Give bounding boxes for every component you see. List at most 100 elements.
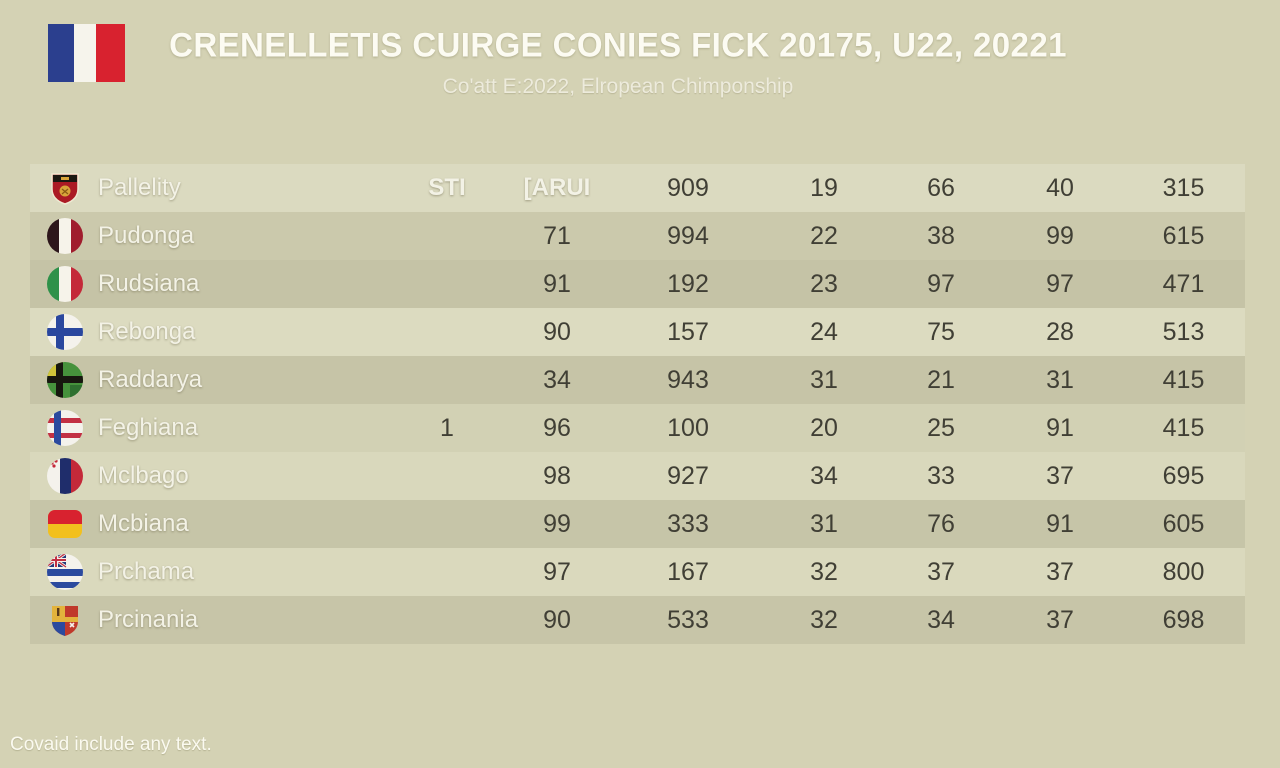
white-blue-red-tricolor-flag-icon xyxy=(46,457,84,495)
cell-value: 91 xyxy=(1046,413,1074,442)
team-name: Prchama xyxy=(98,558,195,585)
team-cell: Mclbago xyxy=(30,457,392,495)
quartered-crest-shield-icon xyxy=(46,601,84,639)
cell-value: 37 xyxy=(1046,461,1074,490)
cell-value: 37 xyxy=(927,557,955,586)
white-blue-red-cross-flag-icon xyxy=(46,409,84,447)
cell-value: 99 xyxy=(1046,221,1074,250)
team-cell: Rebonga xyxy=(30,313,392,351)
cell-value: 96 xyxy=(543,413,571,442)
cell-value: 471 xyxy=(1162,269,1205,298)
green-black-cross-flag-icon xyxy=(46,361,84,399)
cell-value: 75 xyxy=(927,317,955,346)
cell-value: 533 xyxy=(667,605,709,634)
cell-value: 994 xyxy=(667,221,709,250)
cell-value: 19 xyxy=(810,173,838,202)
cell-value: 76 xyxy=(927,509,955,538)
cell-sti-label: STI xyxy=(428,174,466,201)
cell-value: 32 xyxy=(810,557,838,586)
cell-value: 23 xyxy=(810,269,838,298)
cell-value: 98 xyxy=(543,461,571,490)
team-name: Rebonga xyxy=(98,318,196,345)
cell-value: 91 xyxy=(543,269,571,298)
team-name: Rudsiana xyxy=(98,270,200,297)
table-row: Mclbago 98 927 34 33 37 695 xyxy=(30,452,1245,500)
cell-value: 37 xyxy=(1046,557,1074,586)
cell-value: 605 xyxy=(1162,509,1205,538)
table-row: Rudsiana 91 192 23 97 97 471 xyxy=(30,260,1245,308)
team-cell: Feghiana xyxy=(30,409,392,447)
cell-value: 927 xyxy=(667,461,709,490)
cell-value: 315 xyxy=(1162,173,1205,202)
team-cell: Prchama xyxy=(30,553,392,591)
team-cell: Pallelity xyxy=(30,169,392,207)
cell-value: 66 xyxy=(927,173,955,202)
cell-value: 40 xyxy=(1046,173,1074,202)
red-crest-shield-icon xyxy=(46,169,84,207)
team-name: Mclbago xyxy=(98,462,189,489)
page-subtitle: Co'att E:2022, Elropean Chimponship xyxy=(442,75,794,98)
table-row: Prcinania 90 533 32 34 37 698 xyxy=(30,596,1245,644)
cell-value: 34 xyxy=(543,365,571,394)
table-row: Rebonga 90 157 24 75 28 513 xyxy=(30,308,1245,356)
table-row: Pudonga 71 994 22 38 99 615 xyxy=(30,212,1245,260)
cell-value: 97 xyxy=(543,557,571,586)
table-row: Prchama 97 167 32 37 37 800 xyxy=(30,548,1245,596)
cell-value: 1 xyxy=(440,413,454,442)
cell-value: 33 xyxy=(927,461,955,490)
cell-value: 333 xyxy=(667,509,709,538)
standings-table: Pallelity STI [ARUI 909 19 66 40 315 Pud… xyxy=(30,164,1245,644)
table-row: Raddarya 34 943 31 21 31 415 xyxy=(30,356,1245,404)
cell-arui-label: [ARUI xyxy=(523,174,591,201)
cell-value: 513 xyxy=(1162,317,1205,346)
cell-value: 71 xyxy=(543,221,571,250)
cell-value: 25 xyxy=(927,413,955,442)
table-row: Mcbiana 99 333 31 76 91 605 xyxy=(30,500,1245,548)
team-name: Feghiana xyxy=(98,414,199,441)
cell-value: 100 xyxy=(667,413,709,442)
team-name: Pudonga xyxy=(98,222,195,249)
table-row: Feghiana 1 96 100 20 25 91 415 xyxy=(30,404,1245,452)
cell-value: 192 xyxy=(667,269,709,298)
page-header: CRENELLETIS CUIRGE CONIES FICK 20175, U2… xyxy=(0,0,1280,150)
title-block: CRENELLETIS CUIRGE CONIES FICK 20175, U2… xyxy=(0,25,1236,99)
team-cell: Raddarya xyxy=(30,361,392,399)
cell-value: 615 xyxy=(1162,221,1205,250)
team-name: Pallelity xyxy=(98,174,181,201)
footer-note: Covaid include any text. xyxy=(10,734,212,755)
team-name: Mcbiana xyxy=(98,510,189,537)
team-name: Raddarya xyxy=(98,366,203,393)
page-title: CRENELLETIS CUIRGE CONIES FICK 20175, U2… xyxy=(169,25,1067,64)
cell-value: 28 xyxy=(1046,317,1074,346)
cell-value: 34 xyxy=(927,605,955,634)
cell-value: 21 xyxy=(927,365,955,394)
cell-value: 943 xyxy=(667,365,709,394)
team-cell: Mcbiana xyxy=(30,505,392,543)
team-cell: Pudonga xyxy=(30,217,392,255)
finland-cross-flag-icon xyxy=(46,313,84,351)
cell-value: 38 xyxy=(927,221,955,250)
cell-value: 415 xyxy=(1162,413,1205,442)
cell-value: 32 xyxy=(810,605,838,634)
cell-value: 91 xyxy=(1046,509,1074,538)
cell-value: 31 xyxy=(810,509,838,538)
dark-tricolor-flag-icon xyxy=(46,217,84,255)
cell-value: 909 xyxy=(667,173,709,202)
cell-value: 20 xyxy=(810,413,838,442)
cell-value: 90 xyxy=(543,317,571,346)
cell-value: 34 xyxy=(810,461,838,490)
union-jack-ensign-flag-icon xyxy=(46,553,84,591)
cell-value: 415 xyxy=(1162,365,1205,394)
cell-value: 695 xyxy=(1162,461,1205,490)
cell-value: 22 xyxy=(810,221,838,250)
team-cell: Prcinania xyxy=(30,601,392,639)
team-cell: Rudsiana xyxy=(30,265,392,303)
cell-value: 157 xyxy=(667,317,709,346)
cell-value: 97 xyxy=(927,269,955,298)
cell-value: 90 xyxy=(543,605,571,634)
cell-value: 97 xyxy=(1046,269,1074,298)
red-yellow-bicolor-flag-icon xyxy=(46,505,84,543)
cell-value: 800 xyxy=(1162,557,1205,586)
cell-value: 167 xyxy=(667,557,709,586)
cell-value: 37 xyxy=(1046,605,1074,634)
